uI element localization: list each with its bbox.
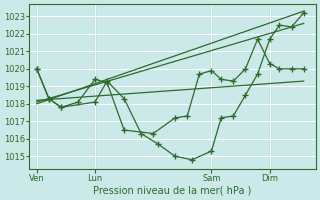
X-axis label: Pression niveau de la mer( hPa ): Pression niveau de la mer( hPa ) <box>93 186 252 196</box>
